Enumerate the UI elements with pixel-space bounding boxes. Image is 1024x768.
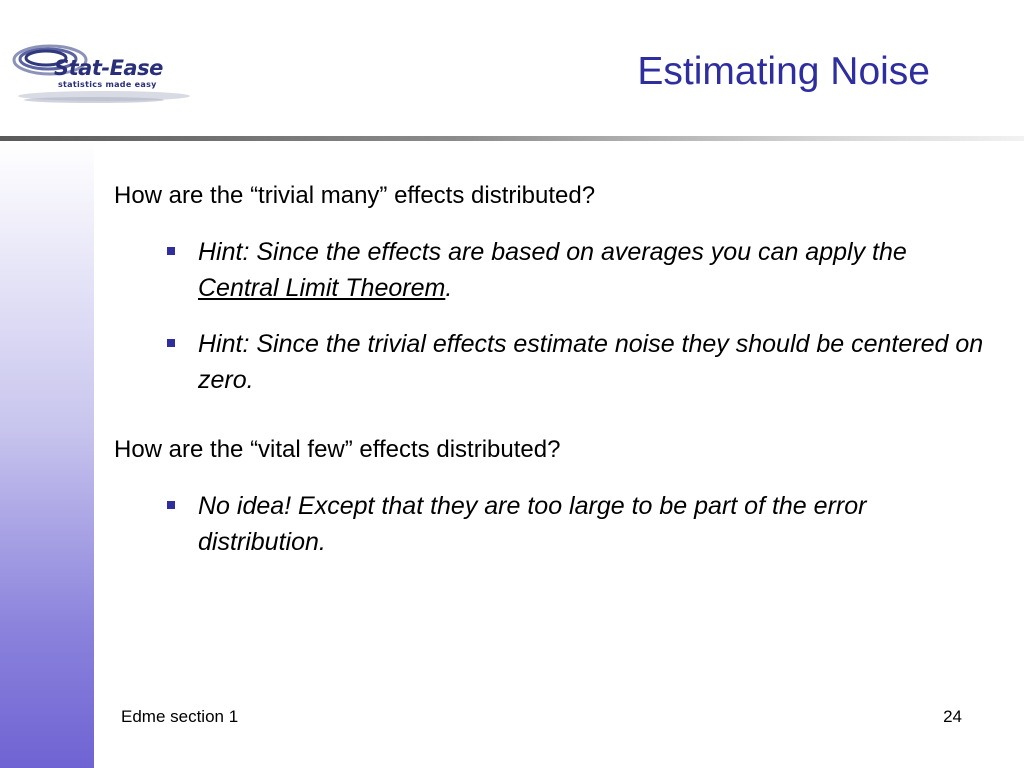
stat-ease-logo: [12, 44, 190, 103]
hint-punctuation: .: [445, 274, 453, 302]
question-trivial-many: How are the “trivial many” effects distr…: [114, 182, 596, 209]
sidebar-gradient: [0, 142, 94, 768]
slide-body: How are the “trivial many” effects distr…: [114, 178, 994, 560]
hint-no-idea: No idea! Except that they are too large …: [114, 488, 994, 560]
logo-wordmark: Stat-Ease: [54, 56, 163, 80]
logo-tagline: statistics made easy: [58, 80, 157, 89]
slide-title: Estimating Noise: [637, 50, 930, 93]
question-vital-few: How are the “vital few” effects distribu…: [114, 436, 561, 463]
hint-centered-zero: Hint: Since the trivial effects estimate…: [114, 326, 994, 398]
bullet-square-icon: [167, 247, 175, 255]
hint-text: Hint: Since the trivial effects estimate…: [198, 330, 984, 394]
bullet-square-icon: [167, 339, 175, 347]
hint-central-limit: Hint: Since the effects are based on ave…: [114, 234, 994, 306]
footer-section-label: Edme section 1: [121, 707, 239, 726]
hint-text: Hint: Since the effects are based on ave…: [198, 238, 907, 266]
central-limit-theorem-link[interactable]: Central Limit Theorem: [198, 274, 446, 302]
header-divider: [0, 136, 1024, 141]
hint-text: No idea! Except that they are too large …: [198, 492, 867, 556]
slide-number: 24: [943, 707, 962, 726]
bullet-square-icon: [167, 501, 175, 509]
